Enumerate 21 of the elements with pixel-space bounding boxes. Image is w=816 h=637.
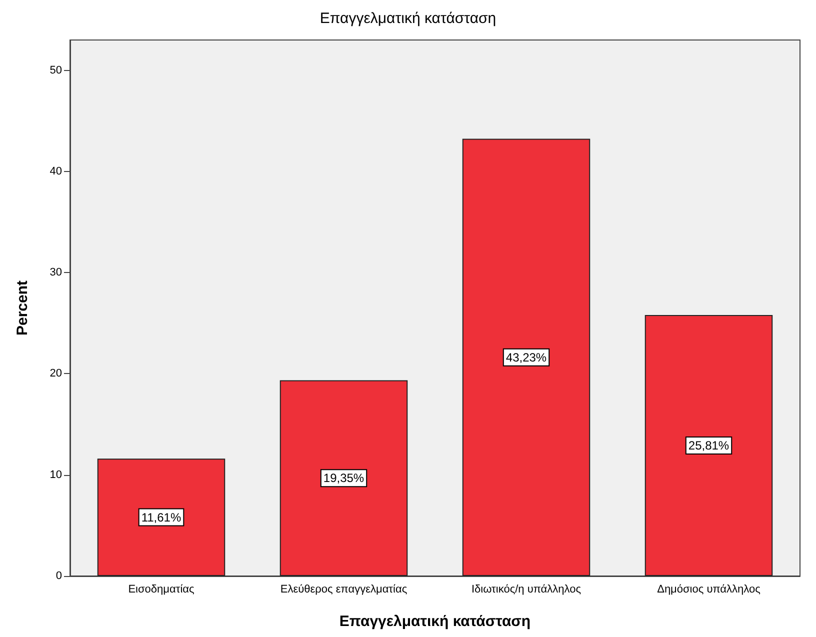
y-tick-label: 30 xyxy=(50,266,62,279)
data-label: 11,61% xyxy=(141,510,182,524)
bar xyxy=(280,380,408,576)
bar xyxy=(462,138,590,576)
y-tick-label: 20 xyxy=(50,368,62,380)
y-axis-title: Percent xyxy=(14,280,31,336)
x-tick-label: Εισοδηματίας xyxy=(128,584,194,596)
bar xyxy=(97,458,226,576)
x-tick-label: Ιδιωτικός/η υπάλληλος xyxy=(471,584,582,596)
data-label: 19,35% xyxy=(323,471,364,486)
x-tick-label: Ελεύθερος επαγγελματίας xyxy=(280,584,408,596)
bar xyxy=(644,314,773,576)
x-axis-title: Επαγγελματική κατάσταση xyxy=(339,613,531,630)
x-tick-label: Δημόσιος υπάλληλος xyxy=(657,584,760,596)
y-tick-label: 10 xyxy=(50,468,62,481)
y-tick-label: 50 xyxy=(50,64,62,76)
data-label: 25,81% xyxy=(688,438,730,452)
y-tick-label: 0 xyxy=(56,570,62,582)
y-tick-label: 40 xyxy=(50,165,62,178)
chart-title: Επαγγελματική κατάσταση xyxy=(320,10,496,27)
data-label: 43,23% xyxy=(506,350,547,364)
